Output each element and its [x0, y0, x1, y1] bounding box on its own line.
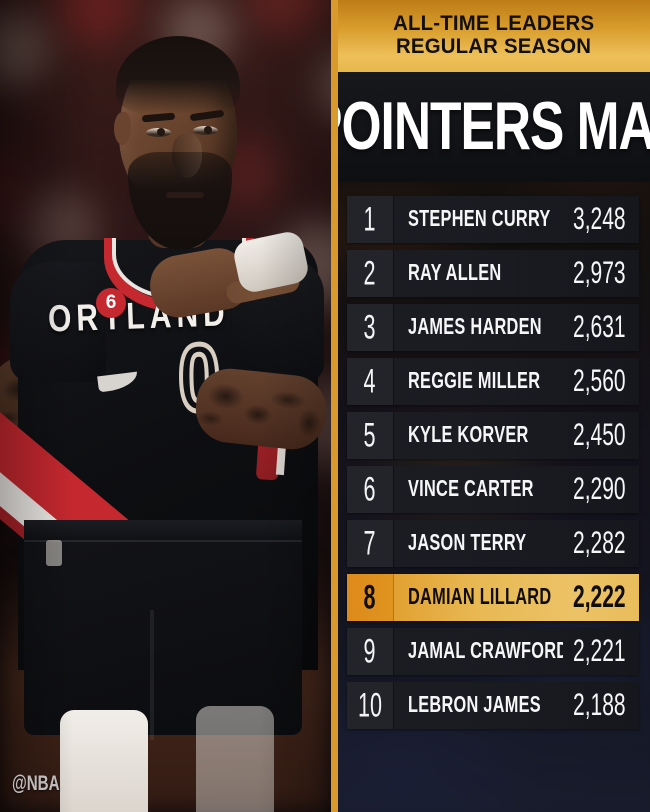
player-name: STEPHEN CURRY — [394, 196, 563, 243]
stat-value-text: 2,560 — [573, 363, 626, 399]
stat-value-text: 2,282 — [573, 525, 626, 561]
rank-box: 4 — [347, 358, 394, 405]
stat-value: 2,631 — [563, 304, 639, 351]
stat-value: 2,188 — [563, 682, 639, 729]
stat-title: 3-POINTERS MADE — [338, 89, 650, 165]
stat-value-text: 2,450 — [573, 417, 626, 453]
rank-number: 1 — [363, 199, 377, 239]
rank-number: 6 — [363, 469, 377, 509]
player-leg-right — [196, 706, 274, 812]
stat-value-text: 2,188 — [573, 687, 626, 723]
player-name: REGGIE MILLER — [394, 358, 563, 405]
leaderboard-row: 8 DAMIAN LILLARD 2,222 — [347, 574, 639, 621]
player-name-text: LEBRON JAMES — [408, 692, 541, 718]
header-line-1: ALL-TIME LEADERS — [393, 12, 595, 36]
rank-number: 3 — [363, 307, 377, 347]
stat-value: 2,221 — [563, 628, 639, 675]
player-name-text: KYLE KORVER — [408, 422, 529, 448]
nba-logo-icon — [46, 540, 62, 566]
player-shorts — [24, 520, 302, 735]
rank-box: 9 — [347, 628, 394, 675]
player-hair — [116, 36, 240, 114]
player-name-text: REGGIE MILLER — [408, 368, 541, 394]
player-left-shoulder — [10, 262, 106, 382]
leaderboard-row: 5 KYLE KORVER 2,450 — [347, 412, 639, 459]
rank-box: 3 — [347, 304, 394, 351]
header-line-2: REGULAR SEASON — [396, 35, 592, 58]
leaderboard-row: 3 JAMES HARDEN 2,631 — [347, 304, 639, 351]
leaderboard-row: 4 REGGIE MILLER 2,560 — [347, 358, 639, 405]
leaderboard-row: 7 JASON TERRY 2,282 — [347, 520, 639, 567]
rank-number: 2 — [363, 253, 377, 293]
rank-box: 10 — [347, 682, 394, 729]
player-name-text: STEPHEN CURRY — [408, 206, 551, 232]
rank-box: 7 — [347, 520, 394, 567]
stat-value: 2,222 — [563, 574, 639, 621]
rank-number: 8 — [363, 577, 377, 617]
rank-box: 2 — [347, 250, 394, 297]
leaderboard-row: 2 RAY ALLEN 2,973 — [347, 250, 639, 297]
panel-header: ALL-TIME LEADERS REGULAR SEASON — [338, 0, 650, 72]
player-name-text: VINCE CARTER — [408, 476, 534, 502]
nba-watermark: @NBA — [12, 772, 60, 795]
rank-number: 4 — [363, 361, 377, 401]
player-name: JAMAL CRAWFORD — [394, 628, 563, 675]
rank-number: 10 — [357, 685, 383, 725]
stat-value-text: 2,222 — [573, 579, 626, 615]
player-name-text: JAMES HARDEN — [408, 314, 542, 340]
rank-number: 7 — [363, 523, 377, 563]
jersey-patch: 6 — [96, 288, 126, 318]
player-name-text: RAY ALLEN — [408, 260, 502, 286]
shorts-waistband — [24, 520, 302, 542]
player-leg-left — [60, 710, 148, 812]
stats-panel: ALL-TIME LEADERS REGULAR SEASON 3-POINTE… — [331, 0, 650, 812]
leaderboard-row: 6 VINCE CARTER 2,290 — [347, 466, 639, 513]
stat-value-text: 2,290 — [573, 471, 626, 507]
stat-value: 2,282 — [563, 520, 639, 567]
leaderboard-row: 10 LEBRON JAMES 2,188 — [347, 682, 639, 729]
player-name-text: JASON TERRY — [408, 530, 527, 556]
player-name: LEBRON JAMES — [394, 682, 563, 729]
player-photo: ORTLAND 0 6 — [0, 0, 331, 812]
player-name: VINCE CARTER — [394, 466, 563, 513]
player-name: RAY ALLEN — [394, 250, 563, 297]
leaderboard-row: 1 STEPHEN CURRY 3,248 — [347, 196, 639, 243]
player-name-text: JAMAL CRAWFORD — [408, 638, 564, 664]
stat-value-text: 2,631 — [573, 309, 626, 345]
player-ear — [114, 112, 131, 145]
player-pupil-left — [157, 128, 165, 136]
player-name: JAMES HARDEN — [394, 304, 563, 351]
stat-value-text: 2,973 — [573, 255, 626, 291]
stat-value: 2,290 — [563, 466, 639, 513]
stat-value-text: 2,221 — [573, 633, 626, 669]
stat-value: 2,973 — [563, 250, 639, 297]
rank-box: 5 — [347, 412, 394, 459]
player-mouth — [166, 192, 204, 198]
rank-number: 9 — [363, 631, 377, 671]
rank-box: 6 — [347, 466, 394, 513]
player-figure: ORTLAND 0 6 — [0, 36, 330, 812]
leaderboard-row: 9 JAMAL CRAWFORD 2,221 — [347, 628, 639, 675]
player-name: KYLE KORVER — [394, 412, 563, 459]
player-nose — [172, 134, 202, 178]
stat-value: 2,450 — [563, 412, 639, 459]
rank-box: 8 — [347, 574, 394, 621]
rank-number: 5 — [363, 415, 377, 455]
player-name-text: DAMIAN LILLARD — [408, 584, 552, 610]
rank-box: 1 — [347, 196, 394, 243]
stat-value: 3,248 — [563, 196, 639, 243]
player-name: DAMIAN LILLARD — [394, 574, 563, 621]
player-name: JASON TERRY — [394, 520, 563, 567]
stat-value: 2,560 — [563, 358, 639, 405]
shorts-seam — [150, 610, 154, 740]
stat-title-band: 3-POINTERS MADE — [338, 72, 650, 182]
leaderboard-list: 1 STEPHEN CURRY 3,248 2 RAY ALLEN 2,973 3 JAMES… — [338, 182, 650, 729]
stat-value-text: 3,248 — [573, 201, 626, 237]
player-pupil-right — [204, 126, 212, 134]
